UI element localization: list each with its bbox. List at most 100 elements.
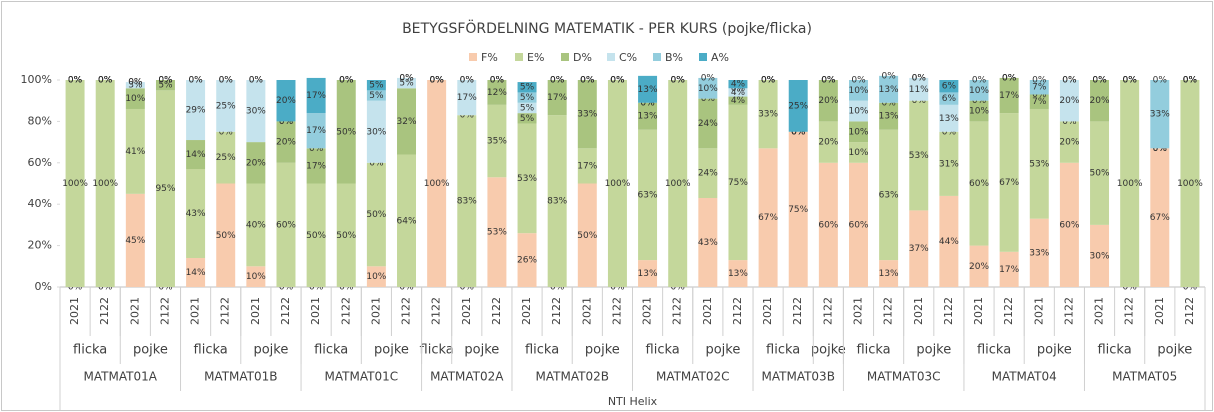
y-tick-label: 100% xyxy=(21,73,52,86)
bar-segment xyxy=(879,75,899,103)
x-tick-label: 2021 xyxy=(520,297,533,325)
value-label: 26% xyxy=(517,256,537,266)
value-label: 0% xyxy=(701,94,716,104)
value-label: 0% xyxy=(1092,76,1107,86)
bar-segment xyxy=(1029,108,1049,219)
bar-segment xyxy=(698,197,718,287)
bar-segment xyxy=(517,123,537,234)
value-label: 100% xyxy=(1117,179,1143,189)
value-label: 25% xyxy=(216,153,236,163)
value-label: 30% xyxy=(366,127,386,137)
value-label: 5% xyxy=(369,81,384,91)
value-label: 41% xyxy=(125,147,145,157)
value-label: 0% xyxy=(1183,76,1198,86)
value-label: 0% xyxy=(942,127,957,137)
value-label: 0% xyxy=(640,98,655,108)
value-label: 20% xyxy=(246,158,266,168)
x-tick-label: 2122 xyxy=(1123,297,1136,325)
bar-segment xyxy=(125,108,145,194)
value-label: 50% xyxy=(306,231,326,241)
value-label: 4% xyxy=(731,96,746,106)
value-label: 0% xyxy=(791,127,806,137)
value-label: 0% xyxy=(671,76,686,86)
legend-label: A% xyxy=(711,51,729,64)
value-label: 0% xyxy=(1062,76,1077,86)
value-label: 30% xyxy=(1090,251,1110,261)
value-label: 0% xyxy=(98,76,113,86)
value-label: 10% xyxy=(848,127,868,137)
bar-segment xyxy=(517,102,537,114)
value-label: 13% xyxy=(638,112,658,122)
value-label: 0% xyxy=(309,144,324,154)
x-tick-label: 2021 xyxy=(460,297,473,325)
bar-segment xyxy=(457,80,477,116)
value-label: 0% xyxy=(761,76,776,86)
value-label: 0% xyxy=(851,76,866,86)
bar-segment xyxy=(939,131,959,196)
bar-segment xyxy=(457,115,477,287)
value-label: 20% xyxy=(969,262,989,272)
value-label: 53% xyxy=(487,228,507,238)
value-label: 0% xyxy=(430,76,445,86)
value-label: 13% xyxy=(879,269,899,279)
value-label: 60% xyxy=(969,179,989,189)
x-tick-label: 2122 xyxy=(942,297,955,325)
bar-segment xyxy=(397,77,417,89)
value-label: 0% xyxy=(972,76,987,86)
value-label: 0% xyxy=(731,84,746,94)
value-label: 6% xyxy=(942,82,957,92)
value-label: 67% xyxy=(999,178,1019,188)
course-label: MATMAT03B xyxy=(762,370,835,384)
bar-segment xyxy=(939,195,959,287)
value-label: 30% xyxy=(246,107,266,117)
bar-segment xyxy=(818,162,838,287)
bar-segment xyxy=(969,100,989,122)
value-label: 60% xyxy=(818,220,838,230)
bar-segment xyxy=(1150,148,1170,287)
value-label: 5% xyxy=(158,81,173,91)
bar-segment xyxy=(848,121,868,143)
value-label: 0% xyxy=(912,73,927,83)
value-label: 0% xyxy=(460,76,475,86)
bar-segment xyxy=(728,88,748,97)
bar-segment xyxy=(788,131,808,287)
value-label: 0% xyxy=(821,76,836,86)
x-tick-label: 2122 xyxy=(490,297,503,325)
bar-segment xyxy=(848,142,868,163)
legend-label: E% xyxy=(527,51,544,64)
value-label: 25% xyxy=(788,101,808,111)
value-label: 64% xyxy=(397,216,417,226)
x-tick-label: 2122 xyxy=(1183,297,1196,325)
value-label: 0% xyxy=(430,76,445,86)
value-label: 0% xyxy=(128,78,143,88)
value-label: 100% xyxy=(92,179,118,189)
value-label: 33% xyxy=(1150,110,1170,120)
bar-segment xyxy=(336,80,356,184)
course-label: MATMAT02C xyxy=(656,370,730,384)
gender-label: flicka xyxy=(856,343,890,358)
x-tick-label: 2021 xyxy=(1153,297,1166,325)
bar-segment xyxy=(969,245,989,287)
value-label: 10% xyxy=(698,84,718,94)
bar-segment xyxy=(487,80,507,105)
x-tick-label: 2021 xyxy=(641,297,654,325)
bar-segment xyxy=(246,266,266,287)
value-label: 13% xyxy=(939,114,959,124)
value-label: 10% xyxy=(246,272,266,282)
bar-segment xyxy=(547,115,567,287)
value-label: 5% xyxy=(369,91,384,101)
value-label: 0% xyxy=(1153,76,1168,86)
value-label: 37% xyxy=(909,244,929,254)
bar-segment xyxy=(848,80,868,101)
bar-segment xyxy=(728,96,748,105)
value-label: 0% xyxy=(550,76,565,86)
bar-segment xyxy=(577,183,597,287)
bar-segment xyxy=(1029,80,1049,95)
value-label: 60% xyxy=(1059,220,1079,230)
chart-title: BETYGSFÖRDELNING MATEMATIK - PER KURS (p… xyxy=(402,19,812,37)
gender-label: pojke xyxy=(1157,343,1192,358)
value-label: 0% xyxy=(460,283,475,293)
value-label: 13% xyxy=(728,269,748,279)
value-label: 60% xyxy=(848,220,868,230)
gender-label: pojke xyxy=(464,343,499,358)
